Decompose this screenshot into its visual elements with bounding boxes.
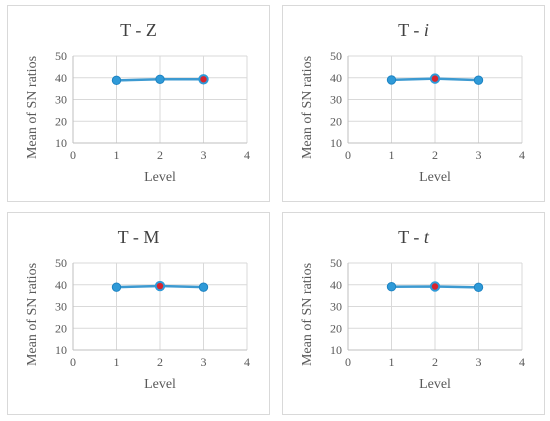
y-tick-label: 40 (55, 278, 67, 292)
chart-title: T - i (398, 20, 429, 40)
y-tick-label: 50 (330, 256, 342, 270)
x-tick-label: 4 (244, 355, 250, 369)
x-tick-label: 0 (345, 148, 351, 162)
x-tick-label: 2 (157, 355, 163, 369)
y-tick-label: 40 (330, 71, 342, 85)
x-tick-label: 3 (476, 148, 482, 162)
x-tick-label: 2 (432, 355, 438, 369)
y-tick-label: 30 (330, 93, 342, 107)
chart-svg: T - Z 10 20 30 40 50 0 1 2 3 4 Level Mean of SN rati… (25, 20, 250, 185)
data-point (111, 75, 122, 86)
x-tick-label: 0 (70, 148, 76, 162)
data-point (111, 282, 122, 292)
data-point-highlight (429, 281, 441, 292)
y-axis-label: Mean of SN ratios (25, 56, 40, 159)
y-tick-label: 10 (330, 136, 342, 150)
chart-panel-t-z: T - Z 10 20 30 40 50 0 1 2 3 4 Level Mean of SN rati… (7, 5, 270, 202)
data-point (386, 75, 397, 85)
chart-panel-t-t: T - t 10 20 30 40 50 0 1 2 3 4 Level Mean of SN rati… (282, 212, 545, 415)
x-tick-label: 4 (519, 355, 525, 369)
y-tick-label: 40 (55, 71, 67, 85)
y-tick-label: 20 (330, 114, 342, 128)
chart-title: T - Z (120, 20, 157, 40)
x-tick-label: 4 (244, 148, 250, 162)
x-tick-label: 0 (70, 355, 76, 369)
y-tick-label: 30 (55, 300, 67, 314)
data-point (198, 282, 209, 292)
data-point-highlight (154, 280, 166, 292)
y-tick-label: 50 (55, 49, 67, 63)
y-tick-label: 40 (330, 278, 342, 292)
y-tick-label: 20 (55, 321, 67, 335)
x-tick-label: 1 (389, 148, 395, 162)
x-axis-label: Level (419, 170, 451, 185)
y-tick-label: 10 (55, 343, 67, 357)
chart-svg: T - M 10 20 30 40 50 0 1 2 3 4 Level Mean of SN rati… (25, 227, 250, 392)
y-tick-label: 30 (55, 93, 67, 107)
x-axis-label: Level (419, 377, 451, 392)
y-axis-label: Mean of SN ratios (300, 263, 315, 366)
chart-svg: T - i 10 20 30 40 50 0 1 2 3 4 Level Mean of SN rati… (300, 20, 525, 185)
y-tick-label: 20 (330, 321, 342, 335)
data-point (155, 74, 165, 84)
y-tick-label: 50 (55, 256, 67, 270)
y-tick-label: 50 (330, 49, 342, 63)
x-axis-label: Level (144, 170, 176, 185)
y-axis-label: Mean of SN ratios (300, 56, 315, 159)
y-axis-label: Mean of SN ratios (25, 263, 40, 366)
data-point (473, 75, 484, 85)
x-tick-label: 4 (519, 148, 525, 162)
chart-svg: T - t 10 20 30 40 50 0 1 2 3 4 Level Mean of SN rati… (300, 227, 525, 392)
data-point (386, 282, 397, 292)
chart-panel-t-i: T - i 10 20 30 40 50 0 1 2 3 4 Level Mean of SN rati… (282, 5, 545, 202)
y-tick-label: 30 (330, 300, 342, 314)
chart-title: T - t (398, 227, 430, 247)
data-point (473, 282, 484, 293)
x-tick-label: 3 (201, 148, 207, 162)
y-tick-label: 10 (330, 343, 342, 357)
x-tick-label: 3 (476, 355, 482, 369)
x-tick-label: 2 (432, 148, 438, 162)
x-tick-label: 0 (345, 355, 351, 369)
data-point-highlight (198, 74, 209, 85)
chart-panel-t-m: T - M 10 20 30 40 50 0 1 2 3 4 Level Mean of SN rati… (7, 212, 270, 415)
y-tick-label: 10 (55, 136, 67, 150)
x-tick-label: 1 (389, 355, 395, 369)
x-tick-label: 1 (114, 148, 120, 162)
chart-title: T - M (118, 227, 160, 247)
x-tick-label: 1 (114, 355, 120, 369)
y-tick-label: 20 (55, 114, 67, 128)
x-axis-label: Level (144, 377, 176, 392)
x-tick-label: 2 (157, 148, 163, 162)
data-point-highlight (429, 73, 441, 84)
x-tick-label: 3 (201, 355, 207, 369)
